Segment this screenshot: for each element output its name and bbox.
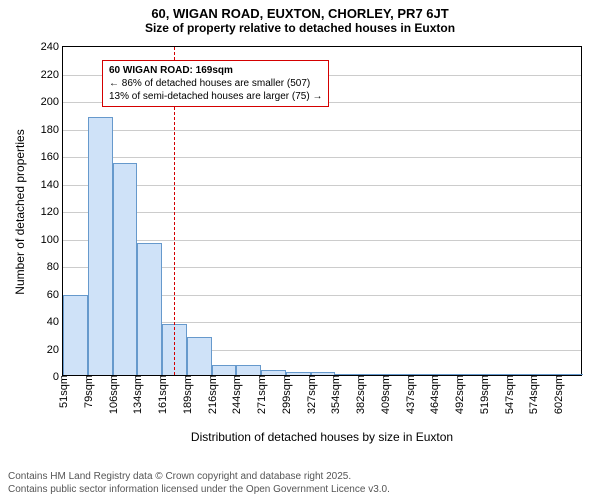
x-axis-label: Distribution of detached houses by size …: [62, 430, 582, 444]
x-tick-label: 354sqm: [328, 375, 342, 414]
footer-attribution: Contains HM Land Registry data © Crown c…: [0, 466, 600, 500]
x-tick-label: 244sqm: [229, 375, 243, 414]
x-tick-label: 299sqm: [279, 375, 293, 414]
y-tick-label: 160: [41, 151, 63, 163]
x-tick-label: 574sqm: [526, 375, 540, 414]
y-tick-label: 180: [41, 124, 63, 136]
gridline: [63, 157, 581, 158]
footer-line-2: Contains public sector information licen…: [8, 483, 592, 496]
y-tick-label: 40: [47, 316, 63, 328]
y-axis-label: Number of detached properties: [13, 112, 27, 312]
y-tick-label: 140: [41, 179, 63, 191]
annotation-line: 13% of semi-detached houses are larger (…: [109, 90, 322, 103]
x-tick-label: 189sqm: [180, 375, 194, 414]
x-tick-label: 464sqm: [427, 375, 441, 414]
x-tick-label: 79sqm: [81, 375, 95, 408]
y-tick-label: 120: [41, 206, 63, 218]
y-tick-label: 240: [41, 41, 63, 53]
x-tick-label: 519sqm: [477, 375, 491, 414]
plot-area: 02040608010012014016018020022024051sqm79…: [62, 46, 582, 376]
x-tick-label: 161sqm: [155, 375, 169, 414]
x-tick-label: 602sqm: [551, 375, 565, 414]
x-tick-label: 547sqm: [502, 375, 516, 414]
x-tick-label: 216sqm: [205, 375, 219, 414]
gridline: [63, 240, 581, 241]
x-tick-label: 271sqm: [254, 375, 268, 414]
y-tick-label: 60: [47, 289, 63, 301]
annotation-box: 60 WIGAN ROAD: 169sqm← 86% of detached h…: [102, 60, 329, 107]
y-tick-label: 200: [41, 96, 63, 108]
gridline: [63, 212, 581, 213]
histogram-bar: [113, 163, 138, 375]
x-tick-label: 134sqm: [130, 375, 144, 414]
annotation-title: 60 WIGAN ROAD: 169sqm: [109, 64, 322, 77]
histogram-bar: [63, 295, 88, 375]
x-tick-label: 409sqm: [378, 375, 392, 414]
x-tick-label: 382sqm: [353, 375, 367, 414]
gridline: [63, 185, 581, 186]
histogram-bar: [212, 365, 237, 375]
footer-line-1: Contains HM Land Registry data © Crown c…: [8, 470, 592, 483]
chart-title: 60, WIGAN ROAD, EUXTON, CHORLEY, PR7 6JT: [0, 0, 600, 21]
histogram-bar: [137, 243, 162, 375]
histogram-bar: [236, 365, 261, 375]
annotation-line: ← 86% of detached houses are smaller (50…: [109, 77, 322, 90]
chart-container: 60, WIGAN ROAD, EUXTON, CHORLEY, PR7 6JT…: [0, 0, 600, 500]
y-tick-label: 20: [47, 344, 63, 356]
y-tick-label: 100: [41, 234, 63, 246]
x-tick-label: 51sqm: [56, 375, 70, 408]
y-tick-label: 220: [41, 69, 63, 81]
x-tick-label: 327sqm: [304, 375, 318, 414]
x-tick-label: 492sqm: [452, 375, 466, 414]
chart-subtitle: Size of property relative to detached ho…: [0, 21, 600, 35]
y-tick-label: 80: [47, 261, 63, 273]
x-tick-label: 437sqm: [403, 375, 417, 414]
histogram-bar: [187, 337, 212, 376]
x-tick-label: 106sqm: [106, 375, 120, 414]
gridline: [63, 130, 581, 131]
histogram-bar: [88, 117, 113, 376]
